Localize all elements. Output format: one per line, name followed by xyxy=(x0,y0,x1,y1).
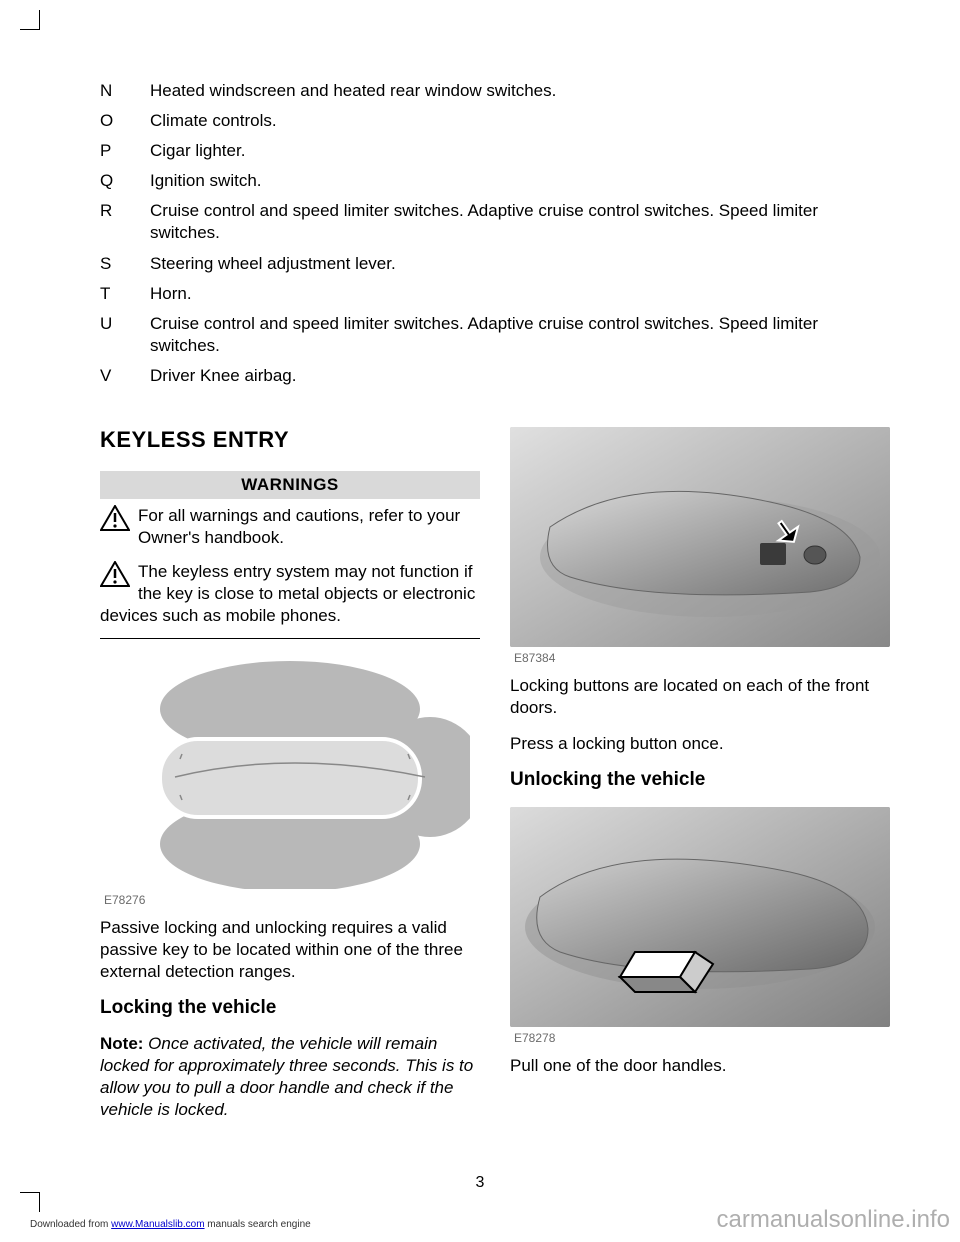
crop-mark-tl xyxy=(20,10,40,30)
dl-pre: Downloaded from xyxy=(30,1219,111,1230)
warning-text: For all warnings and cautions, refer to … xyxy=(138,505,480,549)
item-letter: R xyxy=(100,200,150,244)
item-text: Horn. xyxy=(150,283,890,305)
item-letter: Q xyxy=(100,170,150,192)
item-row: THorn. xyxy=(100,283,890,305)
warning-block: The keyless entry system may not functio… xyxy=(100,555,480,638)
body-text: Pull one of the door handles. xyxy=(510,1055,890,1077)
detection-range-figure xyxy=(100,659,480,889)
sub-title: Unlocking the vehicle xyxy=(510,769,890,791)
item-letter: N xyxy=(100,80,150,102)
crop-mark-bl xyxy=(20,1192,40,1212)
left-column: KEYLESS ENTRY WARNINGS For all warnings … xyxy=(100,427,480,1135)
body-text: Passive locking and unlocking requires a… xyxy=(100,917,480,983)
section-title: KEYLESS ENTRY xyxy=(100,427,480,453)
item-letter: V xyxy=(100,365,150,387)
item-text: Steering wheel adjustment lever. xyxy=(150,253,890,275)
figure-caption: E78278 xyxy=(514,1031,890,1045)
item-letter: U xyxy=(100,313,150,357)
warning-text: The keyless entry system may not functio… xyxy=(100,562,475,625)
note-body: Once activated, the vehicle will remain … xyxy=(100,1034,473,1119)
note-text: Note: Once activated, the vehicle will r… xyxy=(100,1033,480,1121)
columns: KEYLESS ENTRY WARNINGS For all warnings … xyxy=(100,427,890,1135)
item-row: PCigar lighter. xyxy=(100,140,890,162)
item-letter: O xyxy=(100,110,150,132)
warnings-header: WARNINGS xyxy=(100,471,480,499)
page-number: 3 xyxy=(0,1174,960,1192)
figure-caption: E87384 xyxy=(514,651,890,665)
item-letter: S xyxy=(100,253,150,275)
item-row: RCruise control and speed limiter switch… xyxy=(100,200,890,244)
door-handle-lock-figure xyxy=(510,427,890,647)
warning-block: For all warnings and cautions, refer to … xyxy=(100,499,480,555)
page-content: NHeated windscreen and heated rear windo… xyxy=(0,0,960,1175)
right-column: E87384 Locking buttons are located on ea… xyxy=(510,427,890,1135)
item-text: Cigar lighter. xyxy=(150,140,890,162)
dl-post: manuals search engine xyxy=(205,1219,311,1230)
item-row: UCruise control and speed limiter switch… xyxy=(100,313,890,357)
item-text: Cruise control and speed limiter switche… xyxy=(150,313,890,357)
door-handle-unlock-figure xyxy=(510,807,890,1027)
download-line: Downloaded from www.Manualslib.com manua… xyxy=(30,1219,311,1230)
warning-icon xyxy=(100,505,130,531)
items-list: NHeated windscreen and heated rear windo… xyxy=(100,80,890,387)
warning-icon xyxy=(100,561,130,587)
body-text: Locking buttons are located on each of t… xyxy=(510,675,890,719)
body-text: Press a locking button once. xyxy=(510,733,890,755)
sub-title: Locking the vehicle xyxy=(100,997,480,1019)
item-text: Climate controls. xyxy=(150,110,890,132)
item-text: Heated windscreen and heated rear window… xyxy=(150,80,890,102)
item-row: QIgnition switch. xyxy=(100,170,890,192)
item-row: VDriver Knee airbag. xyxy=(100,365,890,387)
item-text: Cruise control and speed limiter switche… xyxy=(150,200,890,244)
item-text: Driver Knee airbag. xyxy=(150,365,890,387)
figure-caption: E78276 xyxy=(104,893,480,907)
dl-link[interactable]: www.Manualslib.com xyxy=(111,1219,204,1230)
item-row: SSteering wheel adjustment lever. xyxy=(100,253,890,275)
item-row: NHeated windscreen and heated rear windo… xyxy=(100,80,890,102)
item-row: OClimate controls. xyxy=(100,110,890,132)
note-label: Note: xyxy=(100,1034,143,1053)
item-letter: T xyxy=(100,283,150,305)
item-letter: P xyxy=(100,140,150,162)
watermark: carmanualsonline.info xyxy=(717,1206,950,1234)
item-text: Ignition switch. xyxy=(150,170,890,192)
